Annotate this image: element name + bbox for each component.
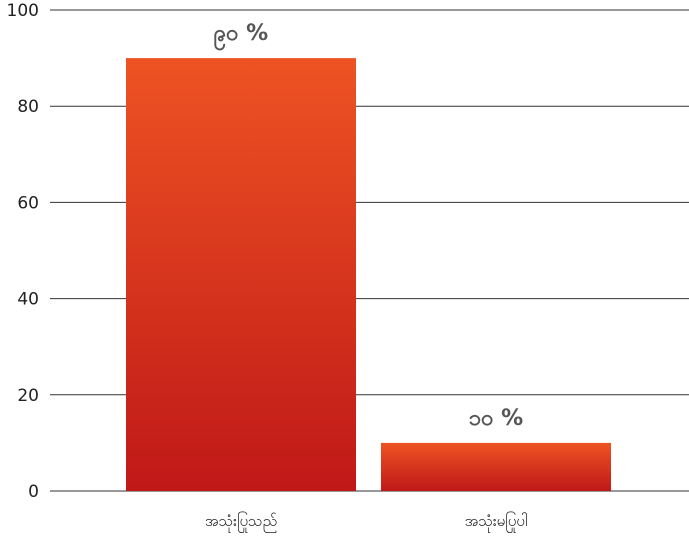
y-tick-label-40: 40 [17, 290, 39, 310]
y-tick-label-80: 80 [17, 97, 39, 117]
data-labels: ၉၀ % ၁၀ % [214, 21, 523, 431]
data-label-1: ၁၀ % [469, 406, 523, 431]
bar-1 [381, 442, 611, 491]
category-label-1: အသုံးမပြုပါ [465, 511, 528, 533]
data-label-0: ၉၀ % [214, 21, 268, 51]
bars [126, 58, 611, 491]
y-axis-ticks: 0 20 40 60 80 100 [7, 1, 39, 502]
category-label-0: အသုံးပြုသည် [205, 511, 277, 533]
y-tick-label-60: 60 [17, 193, 39, 213]
y-tick-label-20: 20 [17, 386, 39, 406]
y-tick-label-100: 100 [7, 1, 39, 21]
y-tick-label-0: 0 [28, 482, 39, 502]
x-axis-categories: အသုံးပြုသည် အသုံးမပြုပါ [205, 511, 528, 533]
bar-0 [126, 58, 356, 491]
